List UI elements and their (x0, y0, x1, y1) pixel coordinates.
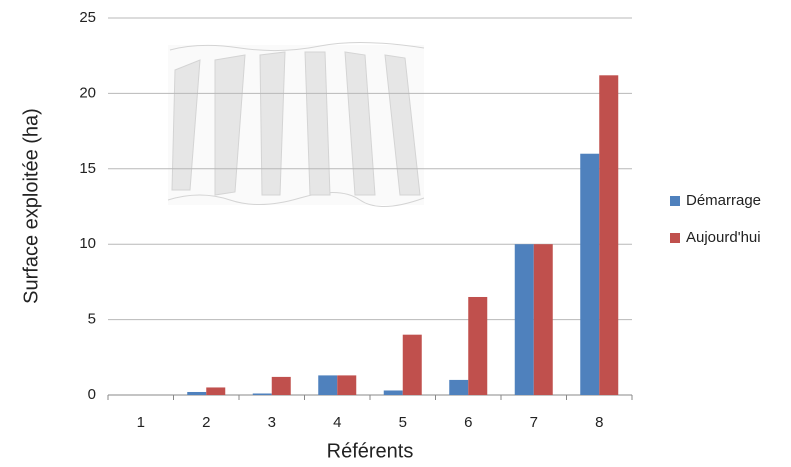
x-tick-label: 1 (137, 414, 145, 431)
legend-label: Aujourd'hui (686, 229, 761, 246)
legend-swatch (670, 196, 680, 206)
x-tick-label: 6 (464, 414, 472, 431)
y-tick-label: 10 (79, 235, 96, 252)
x-tick-label: 8 (595, 414, 603, 431)
bar (468, 297, 487, 395)
bar (187, 392, 206, 395)
bar (318, 375, 337, 395)
bar (384, 390, 403, 395)
bar (515, 244, 534, 395)
bar (449, 380, 468, 395)
bar (337, 375, 356, 395)
bar (272, 377, 291, 395)
bar (403, 335, 422, 395)
y-tick-label: 5 (88, 311, 96, 328)
x-tick-label: 7 (530, 414, 538, 431)
chart: Surface exploitée (ha) Référents 0510152… (0, 0, 791, 467)
y-tick-label: 20 (79, 84, 96, 101)
y-tick-label: 25 (79, 9, 96, 26)
x-tick-label: 2 (202, 414, 210, 431)
legend-swatch (670, 233, 680, 243)
y-tick-label: 15 (79, 160, 96, 177)
bar (206, 387, 225, 395)
bar (534, 244, 553, 395)
x-tick-label: 3 (268, 414, 276, 431)
y-tick-label: 0 (88, 386, 96, 403)
bar (253, 393, 272, 395)
y-axis-title: Surface exploitée (ha) (20, 108, 42, 304)
x-tick-label: 4 (333, 414, 341, 431)
legend-label: Démarrage (686, 192, 761, 209)
x-axis-title: Référents (327, 440, 414, 462)
bar (580, 154, 599, 395)
x-tick-label: 5 (399, 414, 407, 431)
bar (599, 75, 618, 395)
sketch-image (168, 42, 424, 206)
